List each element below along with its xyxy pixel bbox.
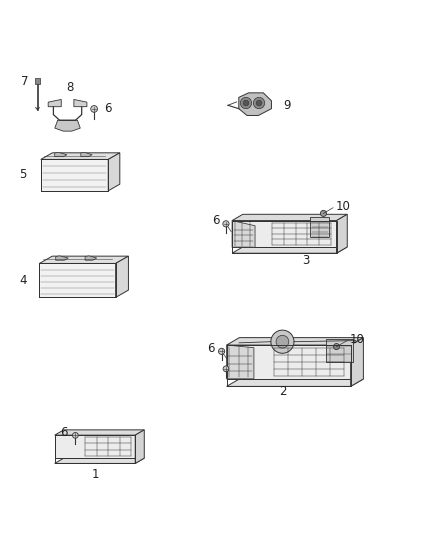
Polygon shape [85,256,97,260]
Circle shape [223,366,229,372]
Circle shape [223,221,229,227]
Circle shape [276,335,289,348]
Text: 6: 6 [207,342,215,355]
Polygon shape [55,454,135,458]
Text: 6: 6 [212,214,220,227]
Circle shape [240,98,252,109]
Polygon shape [41,159,108,191]
Polygon shape [135,430,144,463]
Polygon shape [351,337,364,386]
Text: 10: 10 [336,200,350,213]
Polygon shape [116,256,128,297]
Polygon shape [56,256,68,260]
Circle shape [91,106,97,112]
Polygon shape [55,430,144,435]
Text: 6: 6 [60,426,68,439]
Polygon shape [232,214,347,221]
Polygon shape [108,153,120,191]
Polygon shape [41,153,120,159]
Bar [311,217,329,237]
Polygon shape [39,256,128,263]
Text: 8: 8 [67,80,74,94]
Text: 6: 6 [104,102,111,116]
Polygon shape [81,152,92,157]
Polygon shape [232,221,336,247]
Circle shape [271,330,294,353]
Bar [326,339,353,361]
Polygon shape [55,152,67,157]
Text: 4: 4 [19,274,27,287]
Text: 3: 3 [302,254,310,268]
Polygon shape [55,120,80,131]
Circle shape [73,432,78,438]
Circle shape [253,98,265,109]
Circle shape [256,100,262,106]
Polygon shape [55,435,135,458]
Polygon shape [74,100,87,107]
Polygon shape [239,93,272,116]
Polygon shape [226,379,364,386]
Polygon shape [55,458,144,463]
Polygon shape [226,337,364,345]
Polygon shape [232,242,336,247]
Text: 10: 10 [350,333,364,346]
Text: 5: 5 [19,168,27,181]
Polygon shape [232,221,255,247]
Polygon shape [226,345,254,379]
Bar [35,78,40,84]
Polygon shape [48,100,61,107]
Circle shape [219,348,225,354]
Polygon shape [39,263,116,297]
Circle shape [243,100,249,106]
Polygon shape [226,372,351,379]
Circle shape [321,211,326,216]
Text: 1: 1 [91,468,99,481]
Text: 9: 9 [283,99,291,112]
Polygon shape [336,214,347,253]
Text: 2: 2 [279,385,286,398]
Circle shape [333,344,339,350]
Polygon shape [226,345,351,379]
Polygon shape [232,247,347,253]
Text: 7: 7 [21,76,28,88]
